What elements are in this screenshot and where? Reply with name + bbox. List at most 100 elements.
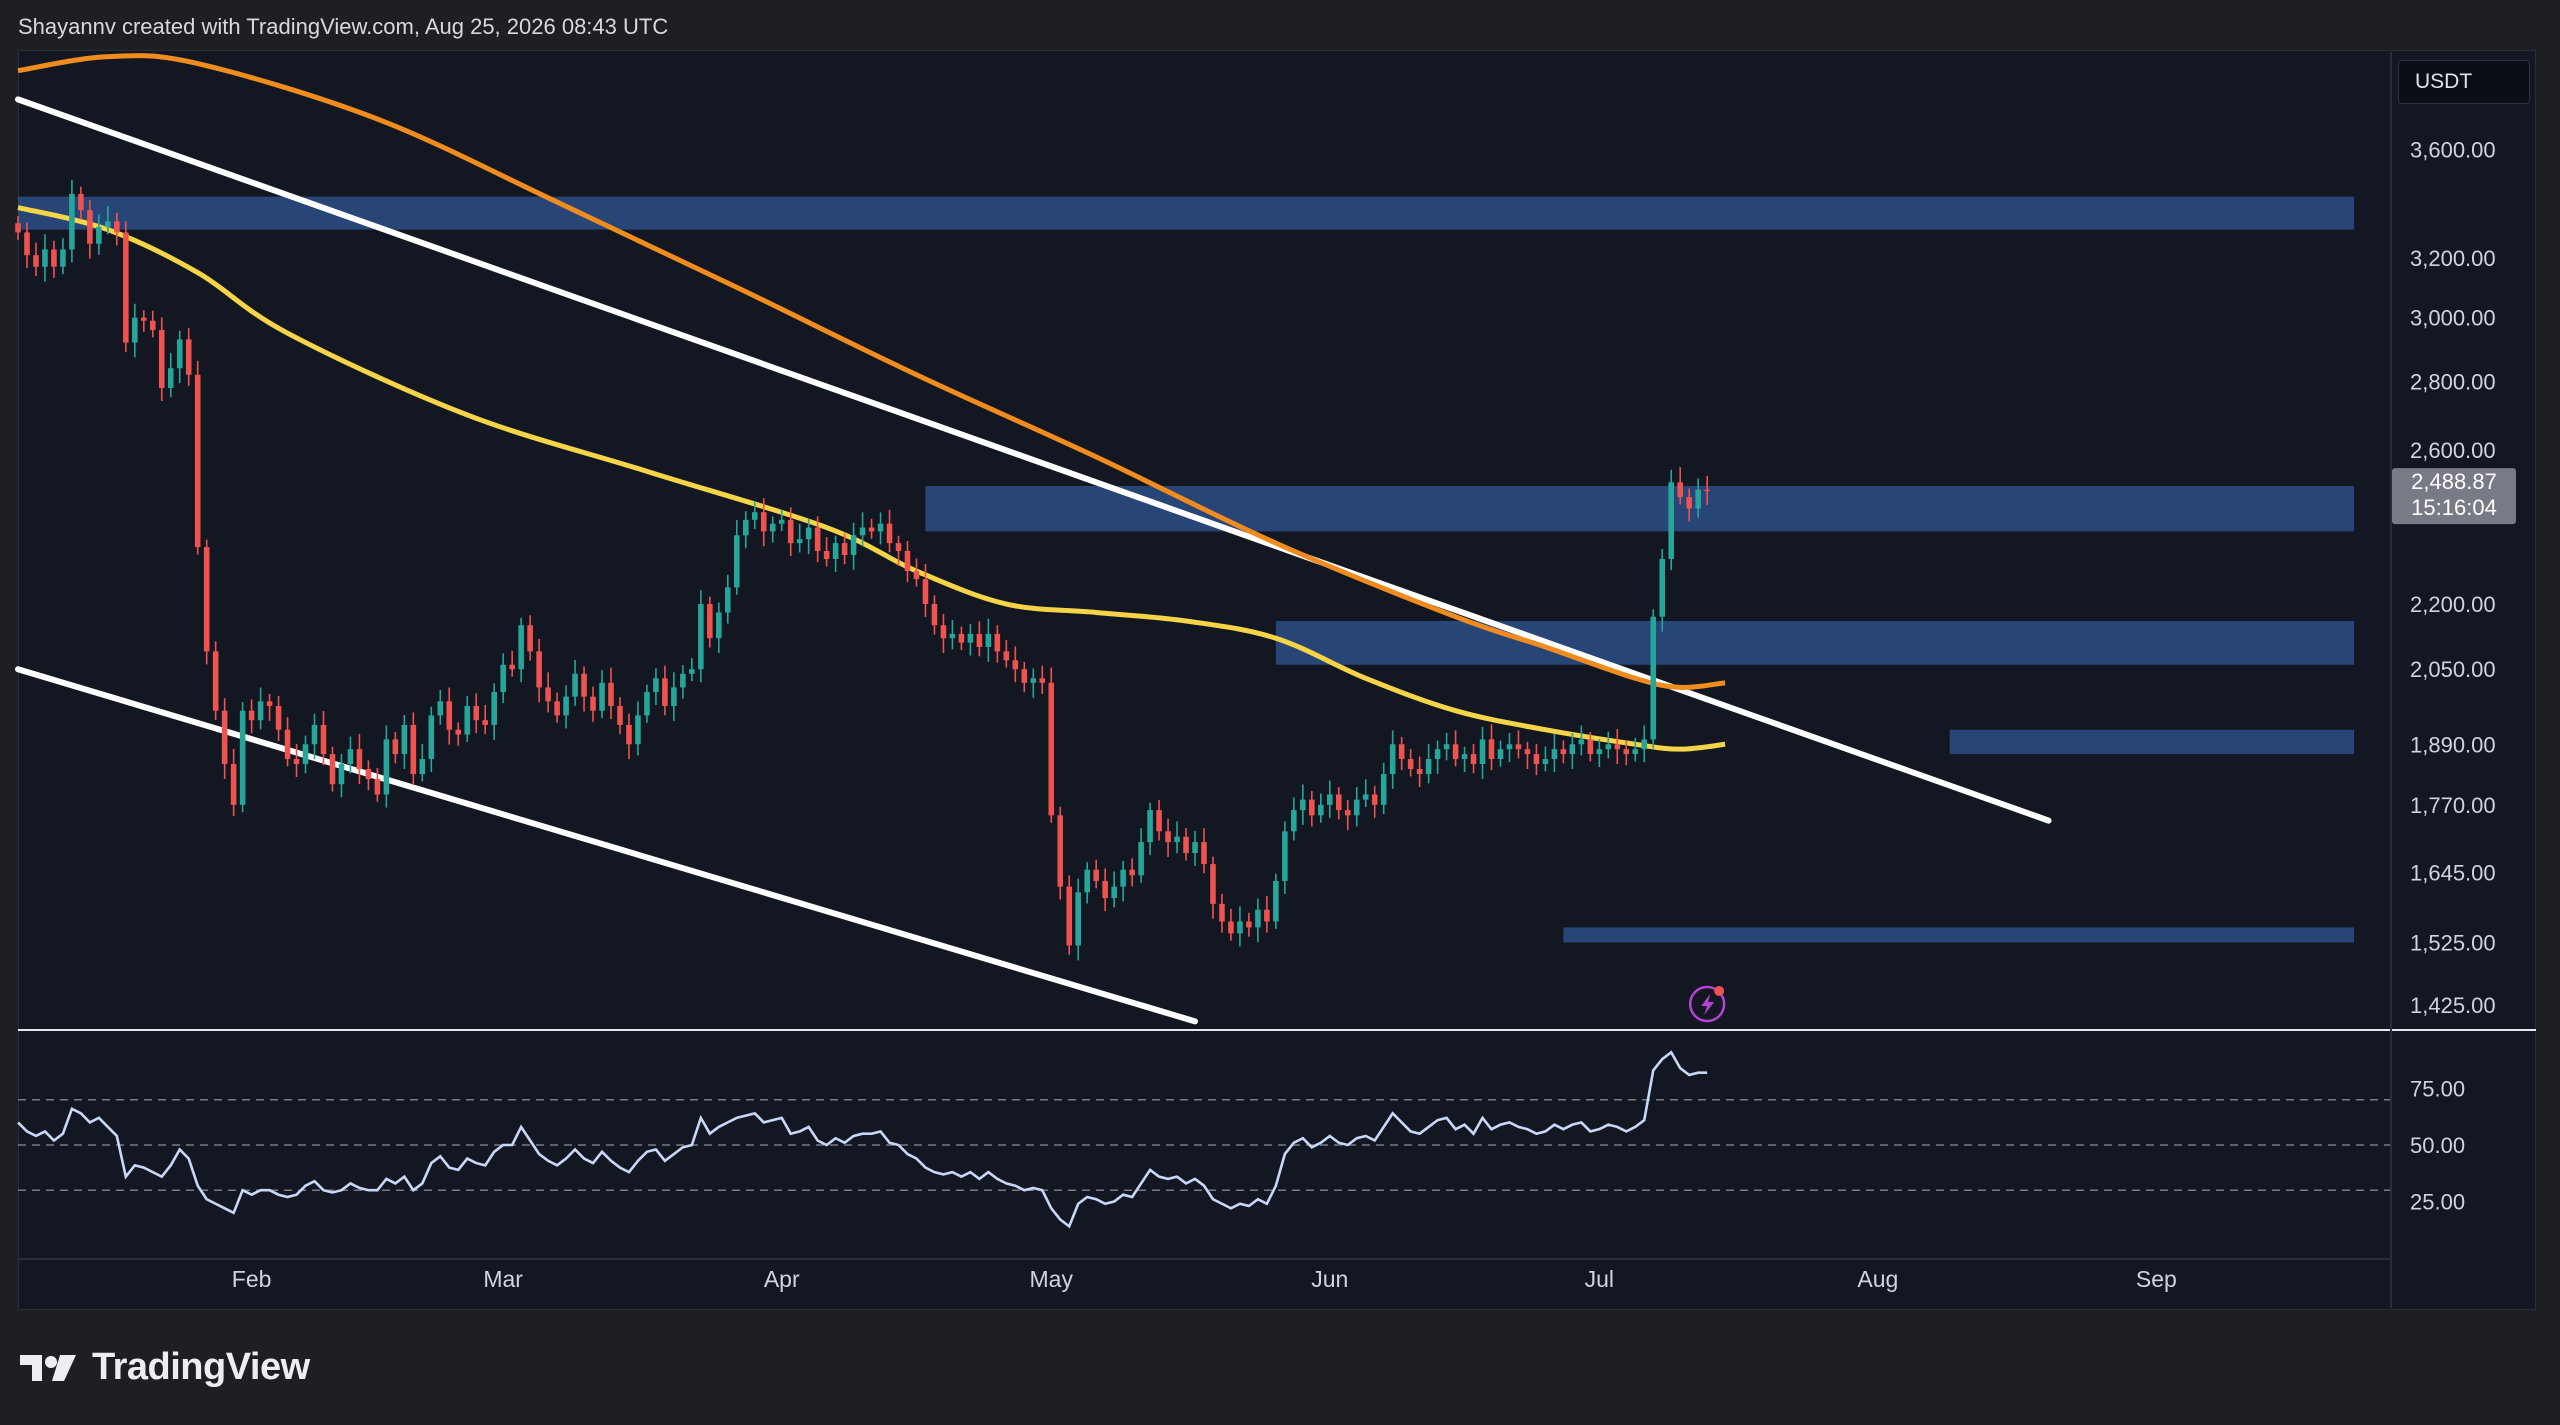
candle-body [158,330,165,388]
candle [1120,861,1126,902]
candle [437,690,444,725]
candle [24,222,30,269]
chart-credit: Shayannv created with TradingView.com, A… [18,14,669,39]
candle [1569,732,1576,769]
candle-body [1659,558,1666,617]
candle-body [428,715,435,760]
candle-body [78,193,84,211]
candle [742,511,749,549]
candle-body [536,651,542,688]
candle [850,522,857,570]
candle-body [266,701,273,706]
price-tick-label: 2,050.00 [2410,657,2496,682]
candle [446,687,453,745]
candle-body [437,701,444,716]
candle [1057,806,1064,900]
candle [1291,797,1297,841]
candle-body [689,669,695,674]
candle-body [338,764,345,785]
current-price: 2,488.87 [2411,469,2497,494]
candle-body [1380,774,1387,805]
candle-body [1398,744,1405,760]
candle [805,518,812,555]
candle-body [1416,769,1423,775]
candle-body [599,682,605,711]
candle [895,535,902,566]
candle-body [1533,754,1540,765]
candle-body [922,579,929,605]
candle [1012,646,1019,683]
candle [1506,732,1513,763]
candle [841,533,848,565]
candle-body [509,664,515,670]
candle [1165,818,1171,857]
candle [114,212,120,246]
candle [1282,821,1288,894]
candle-body [1129,869,1135,876]
rsi-layer [17,1050,2390,1229]
candle-body [401,724,408,755]
date-tick-label: Apr [764,1266,800,1292]
tradingview-brand[interactable]: TradingView [20,1346,310,1389]
candle [1578,725,1585,756]
candle-body [1219,903,1225,922]
candle-body [1300,799,1306,811]
candle [832,535,839,572]
alert-dot [1714,986,1725,996]
candle-body [374,779,381,795]
candle [1003,640,1010,668]
ma-fast [17,205,1726,752]
candle-body [1497,749,1504,760]
currency-selector[interactable]: USDT [2398,60,2530,104]
zone-2 [1275,620,2355,665]
candle-body [248,710,255,721]
candle [1641,725,1648,763]
candle [87,200,93,259]
candle-body [1452,744,1459,760]
candle [1497,740,1504,767]
date-tick-label: Mar [483,1266,523,1292]
zone-3 [1949,729,2355,755]
candle-body [967,633,974,643]
candle-body [329,754,336,785]
candle-body [87,210,93,244]
candle [1362,779,1369,808]
candle-body [1318,804,1324,816]
price-label-bg [2392,468,2516,525]
candle-body [1039,678,1046,683]
candle [410,712,417,786]
candle [284,717,291,767]
candle-body [141,317,147,321]
candles-layer [15,180,1710,961]
candle-body [33,255,39,267]
candle [644,684,650,723]
candle-body [365,769,372,780]
candle [1228,908,1234,941]
candle-body [1201,842,1207,865]
candle-body [841,543,848,555]
candle [1327,780,1333,818]
candle [662,665,668,716]
candle [778,509,785,532]
candle [392,732,399,764]
candle-countdown: 15:16:04 [2411,495,2497,520]
candle [1335,787,1342,820]
candle-body [698,604,704,670]
candle [176,330,183,384]
candle [1704,475,1710,506]
candle-body [572,673,578,697]
candle-body [1021,669,1028,683]
candle [734,520,740,595]
candle [257,687,264,730]
candle [141,310,147,332]
candle [1668,469,1674,571]
candle [132,303,138,358]
candle-body [132,317,138,343]
candle [401,714,408,769]
candle [913,558,920,587]
price-tick-label: 1,890.00 [2410,732,2496,757]
candle-body [1470,754,1477,765]
candle [356,733,363,784]
